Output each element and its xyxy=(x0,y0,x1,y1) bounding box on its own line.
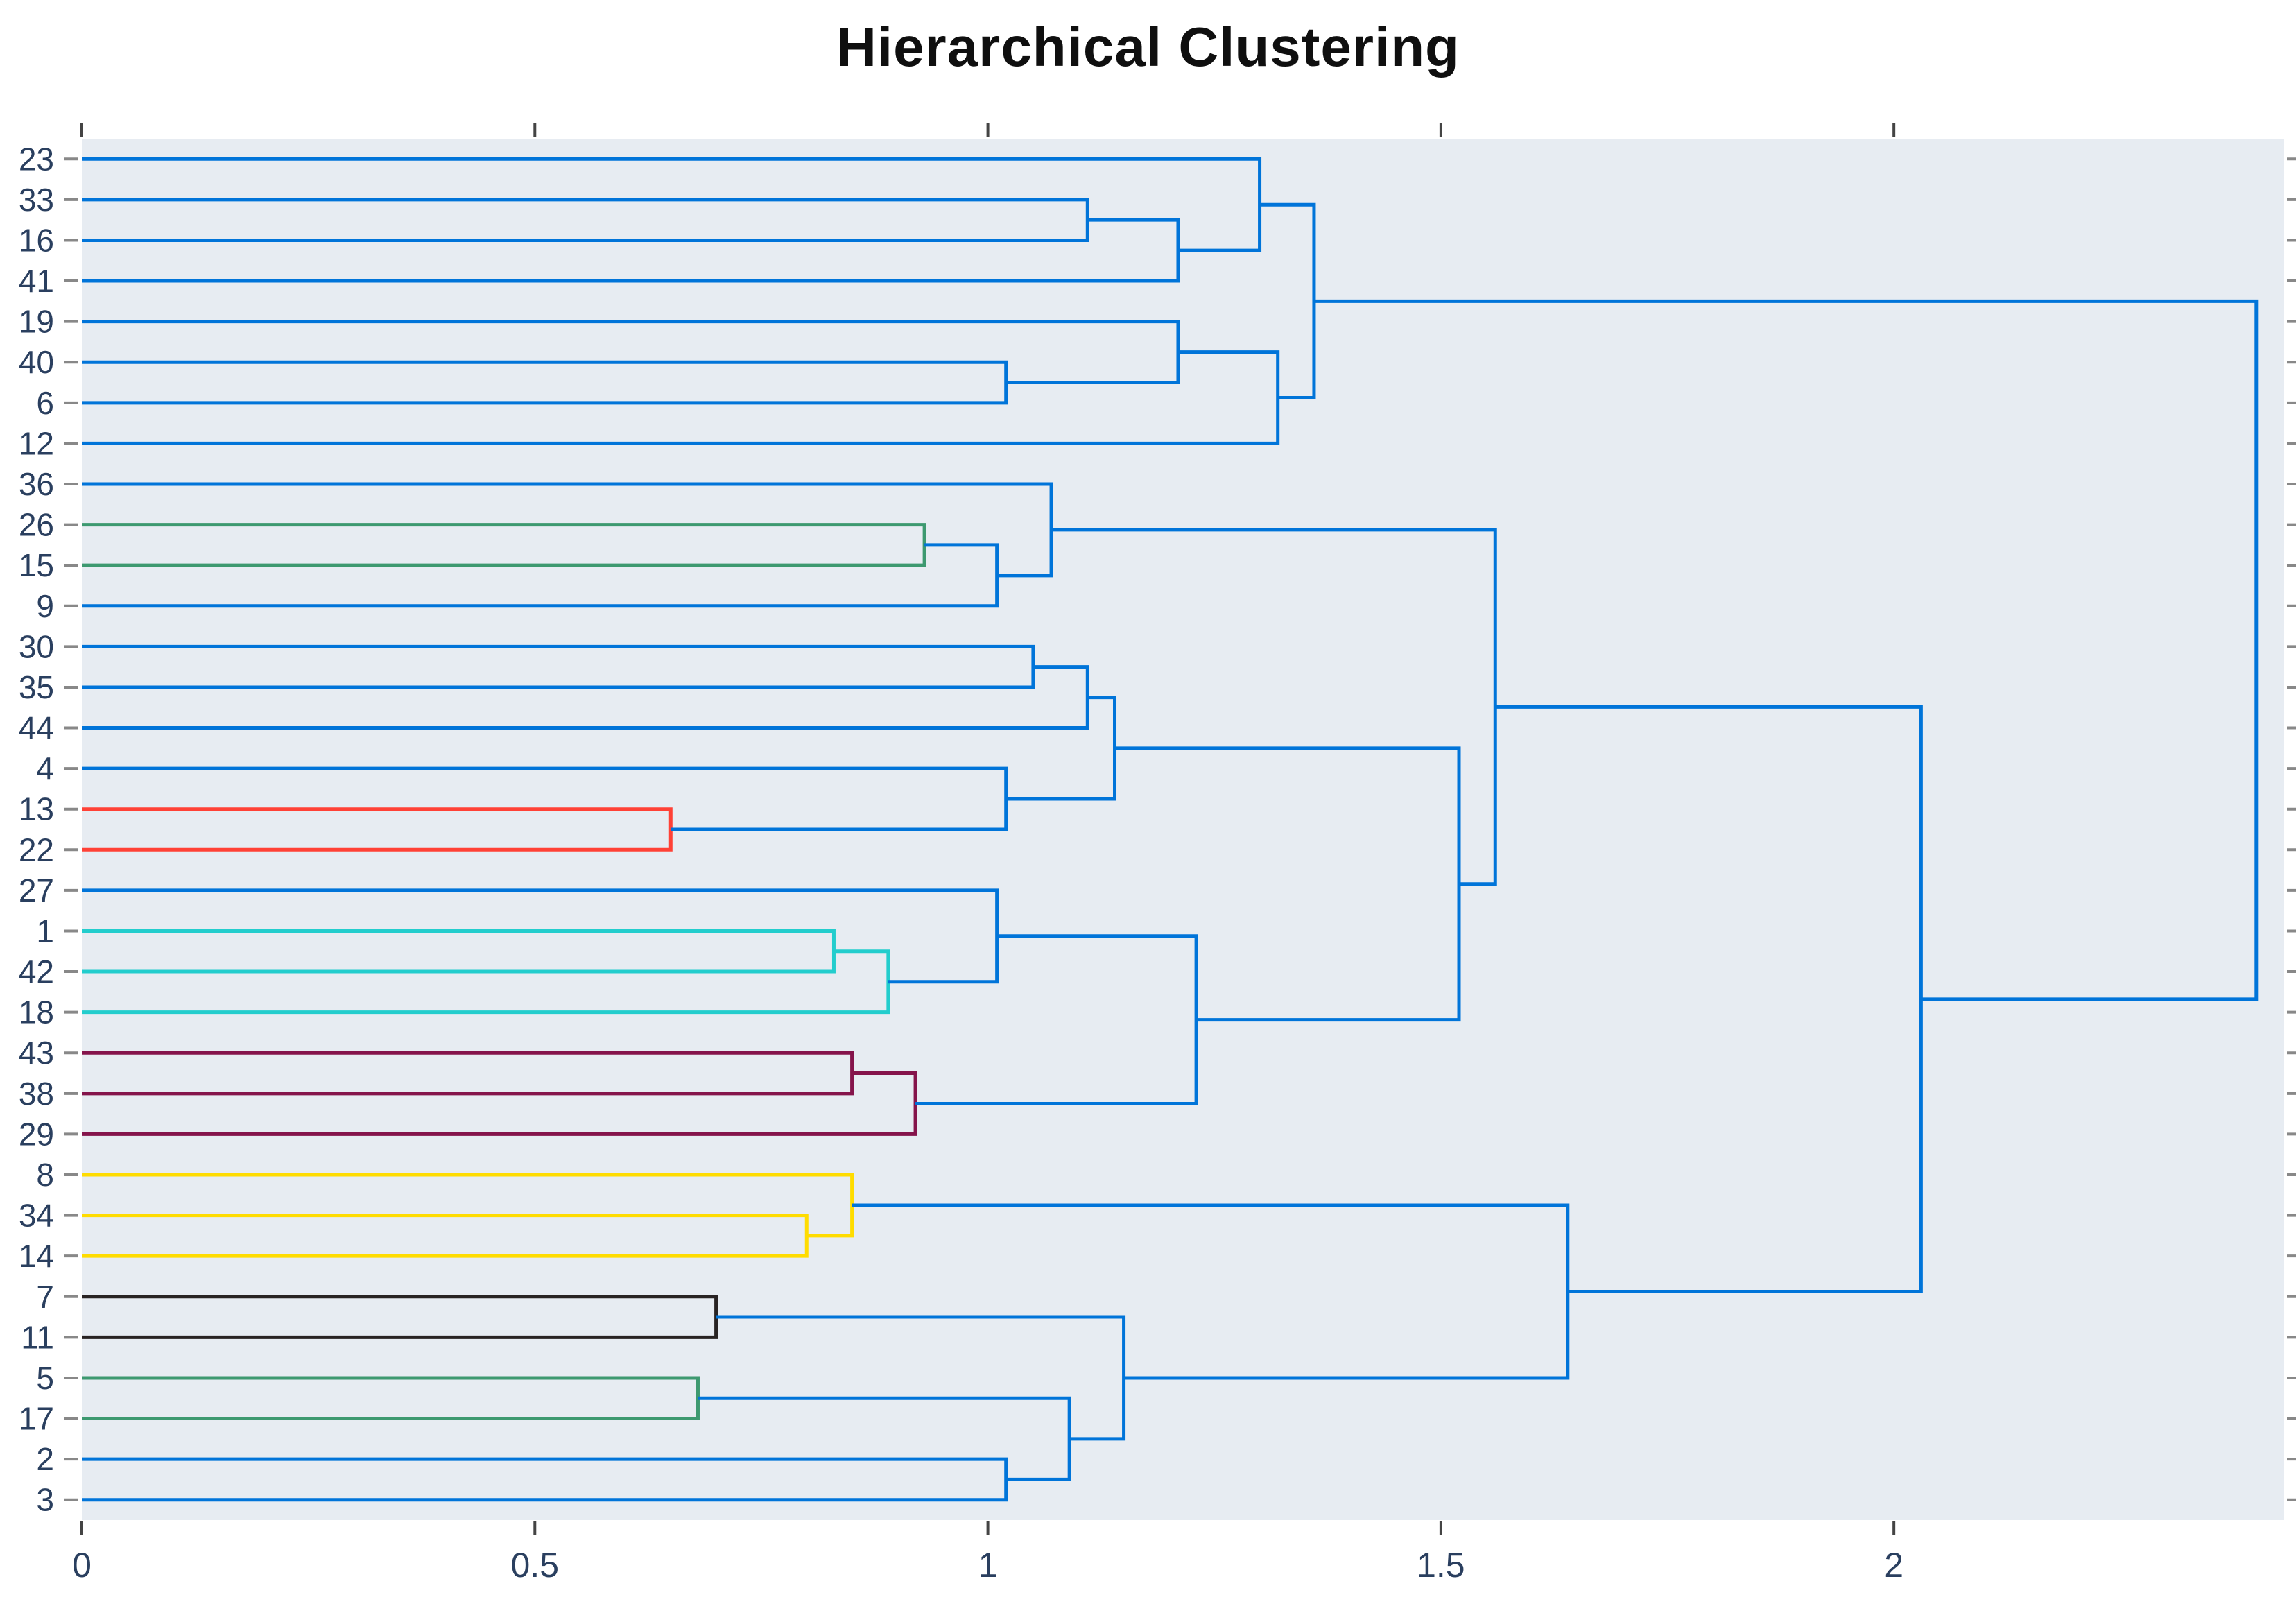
dendrogram-link-m5 xyxy=(82,929,836,974)
leaf-label: 29 xyxy=(19,1116,54,1152)
leaf-label: 1 xyxy=(36,913,54,949)
dendrogram-link-m10 xyxy=(82,523,926,567)
leaf-label: 23 xyxy=(19,141,54,177)
x-axis-tick-label: 2 xyxy=(1884,1546,1904,1585)
leaf-label: 8 xyxy=(36,1157,54,1193)
x-axis-tick-label: 0.5 xyxy=(511,1546,560,1585)
dendrogram-link-m27 xyxy=(82,350,1280,445)
leaf-label: 36 xyxy=(19,466,54,502)
leaf-label: 40 xyxy=(19,344,54,380)
dendrogram-link-m16 xyxy=(82,644,1035,689)
dendrogram-link-m13 xyxy=(82,888,999,984)
leaf-label: 5 xyxy=(36,1360,54,1396)
leaf-label: 12 xyxy=(19,425,54,461)
leaf-label: 17 xyxy=(19,1401,54,1437)
leaf-label: 22 xyxy=(19,831,54,868)
leaf-label: 16 xyxy=(19,222,54,258)
leaf-label: 6 xyxy=(36,385,54,421)
leaf-label: 14 xyxy=(19,1238,54,1274)
dendrogram-link-m30 xyxy=(1051,528,1497,886)
leaf-label: 26 xyxy=(19,507,54,543)
chart-title: Hierarchical Clustering xyxy=(836,16,1460,78)
leaf-label: 38 xyxy=(19,1076,54,1112)
x-axis-tick-label: 1 xyxy=(978,1546,998,1585)
leaf-label: 34 xyxy=(19,1198,54,1234)
leaf-label: 19 xyxy=(19,304,54,340)
leaf-label: 3 xyxy=(36,1482,54,1518)
leaf-label: 33 xyxy=(19,182,54,218)
x-axis-tick-label: 1.5 xyxy=(1417,1546,1465,1585)
leaf-label: 41 xyxy=(19,263,54,299)
leaf-label: 11 xyxy=(21,1319,54,1355)
leaf-label: 7 xyxy=(36,1279,54,1315)
leaf-label: 2 xyxy=(36,1441,54,1477)
leaf-label: 13 xyxy=(19,791,54,827)
x-axis-tick-label: 0 xyxy=(72,1546,92,1585)
leaf-label: 15 xyxy=(19,547,54,583)
dendrogram-link-m8 xyxy=(82,949,890,1015)
dendrogram-link-m28 xyxy=(1259,202,1316,399)
leaf-label: 35 xyxy=(19,669,54,705)
leaf-label: 27 xyxy=(19,872,54,908)
dendrogram-link-m22 xyxy=(716,1315,1126,1441)
dendrogram-link-m33 xyxy=(1313,299,2259,1001)
leaf-label: 18 xyxy=(19,994,54,1030)
leaf-label: 4 xyxy=(36,750,54,786)
leaf-label: 42 xyxy=(19,954,54,990)
leaf-label: 9 xyxy=(36,588,54,624)
plot-area[interactable] xyxy=(82,139,2284,1520)
leaf-label: 30 xyxy=(19,628,54,664)
dendrogram-link-m11 xyxy=(82,543,999,608)
leaf-label: 44 xyxy=(19,710,54,746)
leaf-label: 43 xyxy=(19,1035,54,1071)
